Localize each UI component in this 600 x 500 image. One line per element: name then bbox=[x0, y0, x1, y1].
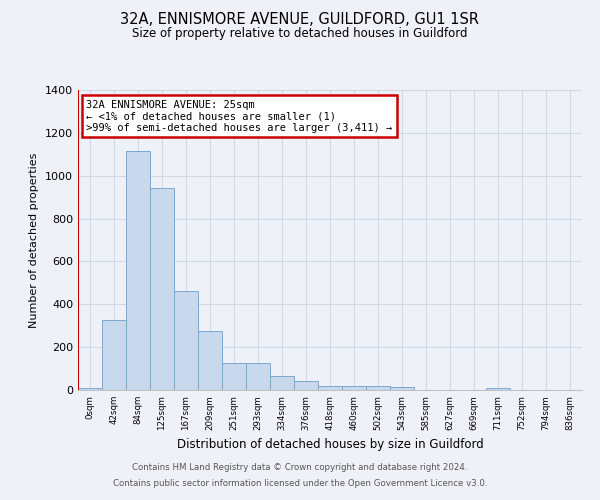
Bar bbox=[198, 331, 222, 390]
Y-axis label: Number of detached properties: Number of detached properties bbox=[29, 152, 40, 328]
Bar bbox=[270, 376, 294, 390]
Text: Contains HM Land Registry data © Crown copyright and database right 2024.: Contains HM Land Registry data © Crown c… bbox=[132, 464, 468, 472]
Bar bbox=[486, 388, 510, 390]
Text: 32A ENNISMORE AVENUE: 25sqm
← <1% of detached houses are smaller (1)
>99% of sem: 32A ENNISMORE AVENUE: 25sqm ← <1% of det… bbox=[86, 100, 392, 133]
Bar bbox=[246, 362, 270, 390]
Bar bbox=[318, 386, 342, 390]
Bar bbox=[78, 388, 102, 390]
Text: 32A, ENNISMORE AVENUE, GUILDFORD, GU1 1SR: 32A, ENNISMORE AVENUE, GUILDFORD, GU1 1S… bbox=[121, 12, 479, 28]
Bar bbox=[390, 388, 414, 390]
Bar bbox=[126, 151, 150, 390]
Bar bbox=[342, 386, 366, 390]
Bar bbox=[294, 381, 318, 390]
Text: Size of property relative to detached houses in Guildford: Size of property relative to detached ho… bbox=[132, 28, 468, 40]
Bar bbox=[102, 320, 126, 390]
Bar bbox=[174, 291, 198, 390]
Bar bbox=[222, 362, 246, 390]
Bar bbox=[150, 188, 174, 390]
Text: Contains public sector information licensed under the Open Government Licence v3: Contains public sector information licen… bbox=[113, 478, 487, 488]
Bar bbox=[366, 386, 390, 390]
X-axis label: Distribution of detached houses by size in Guildford: Distribution of detached houses by size … bbox=[176, 438, 484, 451]
